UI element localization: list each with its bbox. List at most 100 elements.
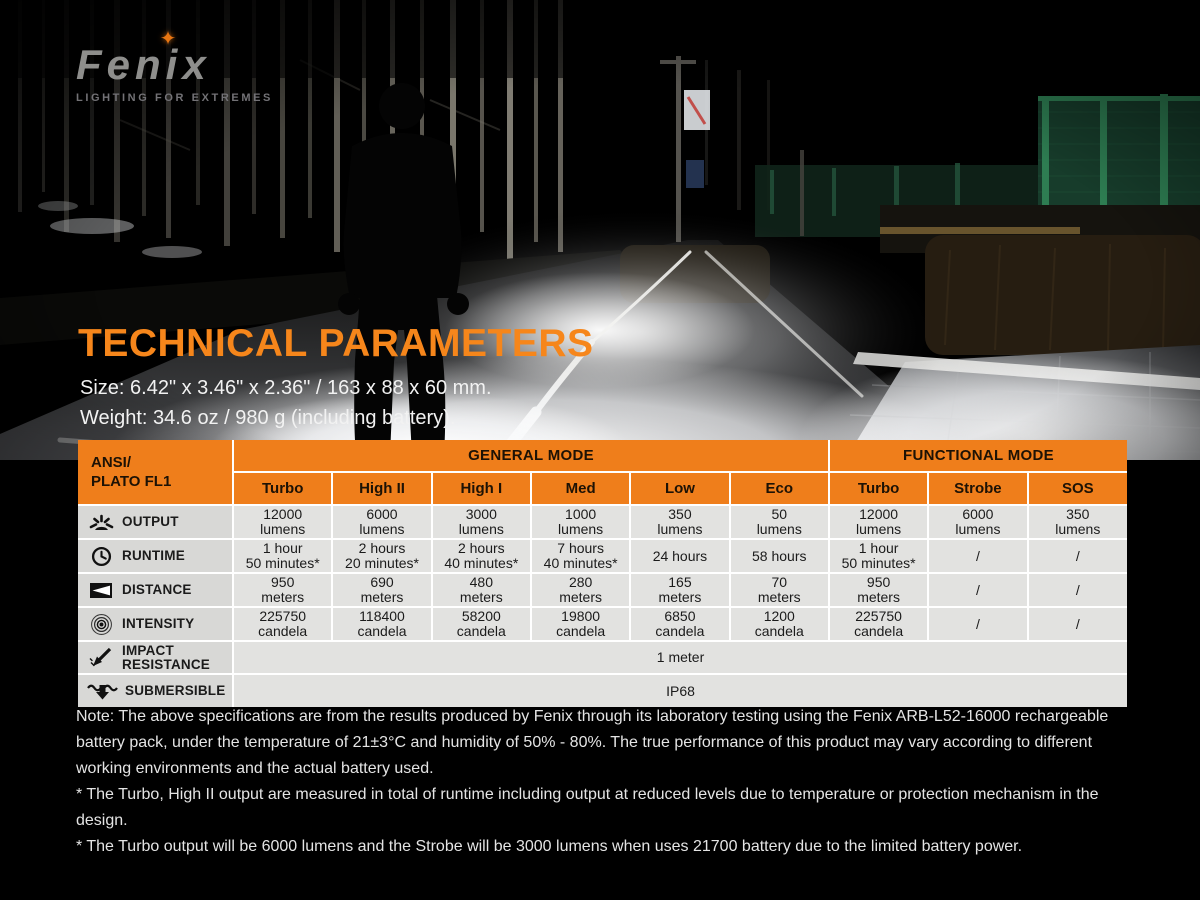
mode-column-header: Med bbox=[529, 471, 632, 505]
mode-column-header: Strobe bbox=[927, 471, 1029, 505]
table-corner-label: ANSI/ PLATO FL1 bbox=[78, 440, 235, 506]
mode-column-header: Low bbox=[629, 471, 731, 505]
spec-row-label-wrap: SUBMERSIBLE bbox=[80, 682, 230, 700]
spec-value-cell: 165 meters bbox=[629, 572, 731, 608]
spec-value-cell: 3000 lumens bbox=[430, 504, 532, 540]
spec-value-cell: / bbox=[1026, 572, 1127, 608]
spec-value-cell: / bbox=[927, 606, 1029, 642]
table-row: OUTPUT 12000 lumens 6000 lumens 3000 lumens… bbox=[78, 504, 1127, 540]
wordmark-part: i bbox=[165, 41, 183, 88]
mode-column-header: High II bbox=[331, 471, 433, 505]
fenix-logo: Fen ✦ ix LIGHTING FOR EXTREMES bbox=[76, 29, 273, 104]
mode-column-header: High I bbox=[430, 471, 532, 505]
spec-row-label: DISTANCE bbox=[78, 572, 235, 608]
spec-value-cell: 70 meters bbox=[728, 572, 830, 608]
table-row: INTENSITY 225750 candela 118400 candela 582… bbox=[78, 606, 1127, 642]
mode-column-header: Turbo bbox=[827, 471, 930, 505]
spec-value-cell: 118400 candela bbox=[331, 606, 433, 642]
spec-value-cell: 24 hours bbox=[629, 538, 731, 574]
mode-column-header: SOS bbox=[1026, 471, 1127, 505]
spec-value-cell: 350 lumens bbox=[1026, 504, 1127, 540]
spec-value-cell: 6000 lumens bbox=[927, 504, 1029, 540]
spec-value-cell: 225750 candela bbox=[232, 606, 334, 642]
spec-row-label-text: IMPACT RESISTANCE bbox=[122, 642, 211, 672]
spec-row-label-wrap: DISTANCE bbox=[80, 582, 230, 599]
spec-value-cell: 2 hours 20 minutes* bbox=[331, 538, 433, 574]
mode-header-row: ANSI/ PLATO FL1 GENERAL MODE FUNCTIONAL … bbox=[78, 440, 1127, 506]
table-row: IMPACT RESISTANCE 1 meter bbox=[78, 640, 1127, 675]
spec-row-label: RUNTIME bbox=[78, 538, 235, 574]
fenix-wordmark: Fen ✦ ix bbox=[76, 29, 273, 88]
spec-row-label-wrap: INTENSITY bbox=[80, 613, 230, 636]
distance-icon bbox=[87, 582, 115, 599]
spec-value-cell: 7 hours 40 minutes* bbox=[529, 538, 632, 574]
size-spec: Size: 6.42" x 3.46" x 2.36" / 163 x 88 x… bbox=[80, 377, 492, 399]
wordmark-part: Fen bbox=[76, 41, 166, 88]
wordmark-part: x bbox=[182, 41, 211, 88]
spec-value-cell: 480 meters bbox=[430, 572, 532, 608]
spec-value-cell: 58 hours bbox=[728, 538, 830, 574]
footnotes: Note: The above specifications are from … bbox=[76, 704, 1132, 860]
spec-value-cell: / bbox=[927, 538, 1029, 574]
table-row: DISTANCE 950 meters 690 meters 480 meters 28… bbox=[78, 572, 1127, 608]
hero-photo bbox=[0, 0, 1200, 460]
spec-row-label: SUBMERSIBLE bbox=[78, 673, 235, 707]
spec-value-cell: 1000 lumens bbox=[529, 504, 632, 540]
spec-value-cell: 1200 candela bbox=[728, 606, 830, 642]
note-line: * The Turbo output will be 6000 lumens a… bbox=[76, 838, 1023, 855]
spec-value-cell: 950 meters bbox=[827, 572, 930, 608]
spec-row-label-wrap: IMPACT RESISTANCE bbox=[80, 642, 230, 672]
spec-value-cell: 690 meters bbox=[331, 572, 433, 608]
spec-value-cell: 12000 lumens bbox=[232, 504, 334, 540]
spec-value-cell: 50 lumens bbox=[728, 504, 830, 540]
mode-column-header: Turbo bbox=[232, 471, 334, 505]
spec-value-cell: / bbox=[1026, 606, 1127, 642]
night-scene bbox=[0, 0, 1200, 460]
spec-row-label: IMPACT RESISTANCE bbox=[78, 640, 235, 675]
spec-value-cell: 58200 candela bbox=[430, 606, 532, 642]
table-row: SUBMERSIBLE IP68 bbox=[78, 673, 1127, 707]
intensity-icon bbox=[87, 613, 115, 636]
spec-value-cell: 350 lumens bbox=[629, 504, 731, 540]
functional-mode-header: FUNCTIONAL MODE bbox=[827, 440, 1127, 473]
spec-row-label: INTENSITY bbox=[78, 606, 235, 642]
brand-tagline: LIGHTING FOR EXTREMES bbox=[76, 92, 273, 104]
mode-column-header: Eco bbox=[728, 471, 830, 505]
spec-value-cell: 1 meter bbox=[232, 640, 1127, 675]
spec-value-cell: / bbox=[927, 572, 1029, 608]
spec-row-label-text: INTENSITY bbox=[122, 616, 195, 631]
spec-value-cell: 6850 candela bbox=[629, 606, 731, 642]
spec-value-cell: 19800 candela bbox=[529, 606, 632, 642]
level-header-row: Turbo High II High I Med Low Eco Turbo Strobe SO… bbox=[78, 471, 1127, 505]
spec-row-label-text: SUBMERSIBLE bbox=[125, 683, 226, 698]
spec-value-cell: / bbox=[1026, 538, 1127, 574]
submersible-icon bbox=[87, 682, 118, 700]
spec-value-cell: 225750 candela bbox=[827, 606, 930, 642]
general-mode-header: GENERAL MODE bbox=[232, 440, 830, 473]
table-row: RUNTIME 1 hour 50 minutes* 2 hours 20 minu… bbox=[78, 538, 1127, 574]
runtime-icon bbox=[87, 546, 115, 567]
note-line: Note: The above specifications are from … bbox=[76, 708, 1109, 777]
page-title: TECHNICAL PARAMETERS bbox=[78, 322, 594, 365]
spec-value-cell: 280 meters bbox=[529, 572, 632, 608]
spec-value-cell: 6000 lumens bbox=[331, 504, 433, 540]
weight-spec: Weight: 34.6 oz / 980 g (including batte… bbox=[80, 407, 456, 429]
spec-row-label-text: OUTPUT bbox=[122, 514, 179, 529]
spec-row-label-text: RUNTIME bbox=[122, 548, 185, 563]
spec-value-cell: 950 meters bbox=[232, 572, 334, 608]
spec-row-label-text: DISTANCE bbox=[122, 582, 192, 597]
spark-icon: ✦ bbox=[159, 28, 182, 50]
spec-table: ANSI/ PLATO FL1 GENERAL MODE FUNCTIONAL … bbox=[78, 440, 1127, 707]
spec-row-label-wrap: OUTPUT bbox=[80, 512, 230, 532]
impact-icon bbox=[87, 647, 115, 668]
spec-value-cell: IP68 bbox=[232, 673, 1127, 707]
spec-value-cell: 2 hours 40 minutes* bbox=[430, 538, 532, 574]
spec-value-cell: 1 hour 50 minutes* bbox=[232, 538, 334, 574]
note-line: * The Turbo, High II output are measured… bbox=[76, 786, 1099, 829]
spec-row-label: OUTPUT bbox=[78, 505, 235, 540]
spec-row-label-wrap: RUNTIME bbox=[80, 546, 230, 567]
spec-value-cell: 1 hour 50 minutes* bbox=[827, 538, 930, 574]
spec-value-cell: 12000 lumens bbox=[827, 504, 930, 540]
output-icon bbox=[87, 512, 115, 532]
